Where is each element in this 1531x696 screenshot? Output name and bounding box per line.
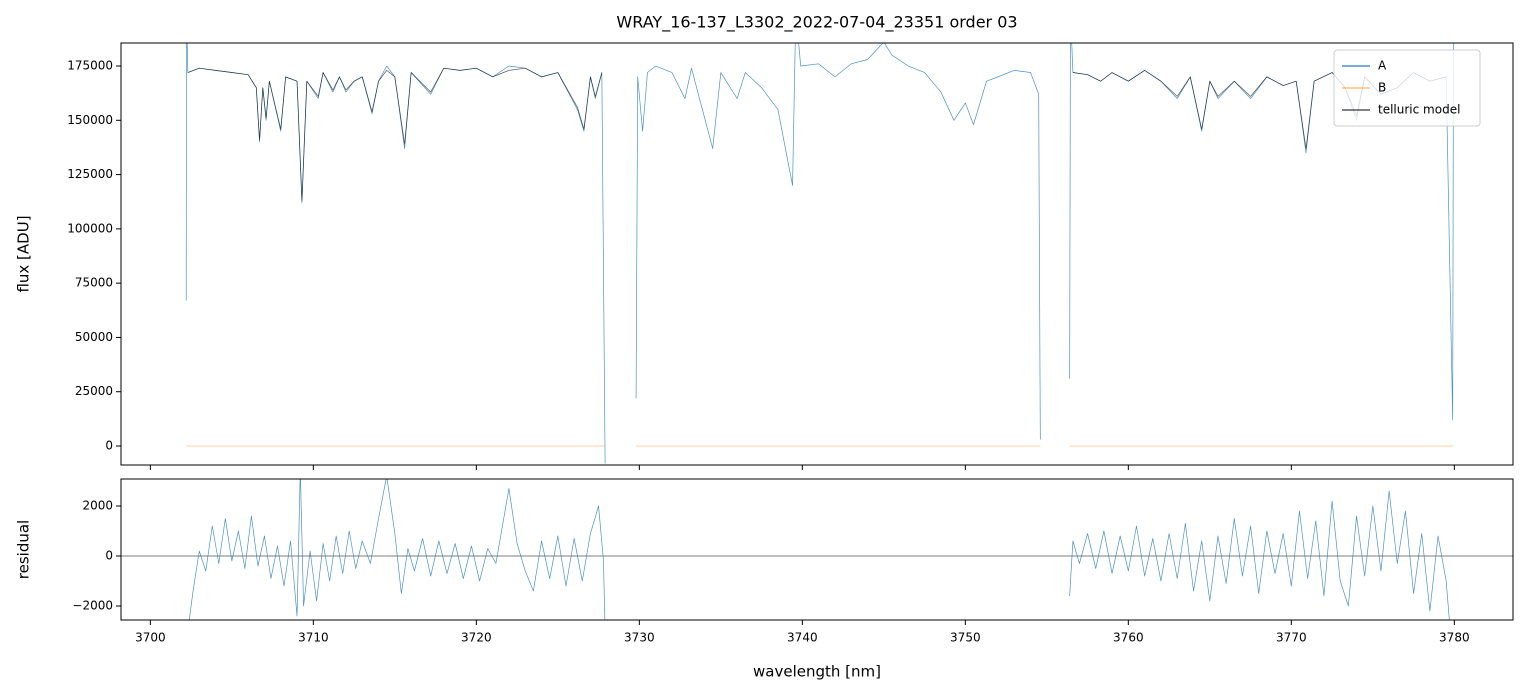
x-tick-label: 3710 (298, 631, 329, 645)
y-tick-label: 150000 (67, 113, 113, 127)
x-tick-label: 3770 (1276, 631, 1307, 645)
x-tick-label: 3750 (950, 631, 981, 645)
axes-frame (120, 42, 1514, 466)
y-axis-label: flux [ADU] (15, 215, 33, 292)
y-tick-label: −2000 (72, 599, 113, 613)
series-line (188, 479, 1450, 620)
y-tick-label: 25000 (75, 384, 113, 398)
x-axis-label: wavelength [nm] (753, 663, 881, 681)
y-tick-label: 75000 (75, 276, 113, 290)
y-tick-label: 125000 (67, 167, 113, 181)
axes-frame (120, 478, 1514, 621)
y-tick-label: 100000 (67, 221, 113, 235)
legend-box (1333, 49, 1481, 127)
x-tick-label: 3700 (135, 631, 166, 645)
plot-area (121, 479, 1513, 620)
y-tick-label: 0 (105, 549, 113, 563)
y-axis-label: residual (15, 520, 33, 579)
x-tick-label: 3720 (461, 631, 492, 645)
y-tick-label: 175000 (67, 59, 113, 73)
x-tick-label: 3740 (787, 631, 818, 645)
x-tick-label: 3760 (1113, 631, 1144, 645)
y-tick-label: 2000 (82, 499, 113, 513)
legend-label: telluric model (1378, 103, 1460, 117)
plot-area (185, 43, 1454, 464)
legend-label: A (1378, 59, 1387, 73)
y-tick-label: 50000 (75, 330, 113, 344)
x-tick-label: 3780 (1439, 631, 1470, 645)
x-tick-label: 3730 (624, 631, 655, 645)
chart-title: WRAY_16-137_L3302_2022-07-04_23351 order… (616, 13, 1017, 33)
y-tick-label: 0 (105, 439, 113, 453)
legend-label: B (1378, 81, 1386, 95)
